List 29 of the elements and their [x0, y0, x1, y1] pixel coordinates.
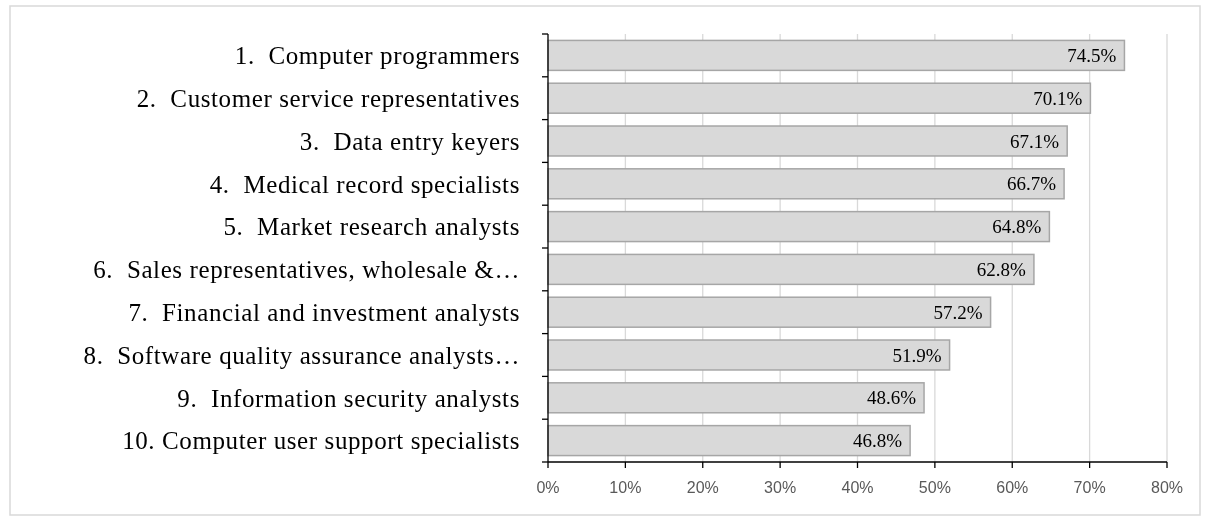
- x-tick-label: 30%: [764, 479, 797, 496]
- x-tick-label: 60%: [996, 479, 1029, 496]
- data-label: 64.8%: [992, 216, 1042, 238]
- y-tick-label: 5. Market research analysts: [223, 213, 520, 241]
- x-tick-label: 0%: [536, 479, 560, 496]
- y-tick-label: 2. Customer service representatives: [136, 84, 520, 112]
- x-tick-label: 40%: [841, 479, 874, 496]
- y-tick-label: 9. Information security analysts: [177, 384, 520, 412]
- x-tick-label: 80%: [1150, 479, 1184, 496]
- x-tick-label: 50%: [918, 479, 951, 496]
- data-label: 46.8%: [853, 430, 903, 452]
- data-label: 70.1%: [1033, 87, 1083, 109]
- data-label: 67.1%: [1010, 130, 1060, 152]
- data-label: 51.9%: [892, 344, 942, 366]
- y-tick-label: 7. Financial and investment analysts: [128, 298, 520, 326]
- data-label: 74.5%: [1067, 45, 1117, 67]
- data-label: 66.7%: [1007, 173, 1057, 195]
- x-tick-label: 20%: [686, 479, 719, 496]
- data-label: 48.6%: [866, 387, 917, 409]
- y-tick-label: 3. Data entry keyers: [299, 127, 520, 155]
- x-tick-label: 70%: [1073, 479, 1106, 496]
- y-tick-label: 1. Computer programmers: [234, 42, 520, 70]
- y-tick-label: 4. Medical record specialists: [209, 170, 520, 198]
- data-label: 57.2%: [933, 301, 983, 323]
- y-tick-label: 8. Software quality assurance analysts…: [83, 341, 520, 369]
- x-tick-label: 10%: [609, 479, 642, 496]
- data-label: 62.8%: [976, 259, 1027, 281]
- y-tick-label: 6. Sales representatives, wholesale &…: [93, 256, 520, 284]
- y-tick-label: 10. Computer user support specialists: [122, 427, 520, 455]
